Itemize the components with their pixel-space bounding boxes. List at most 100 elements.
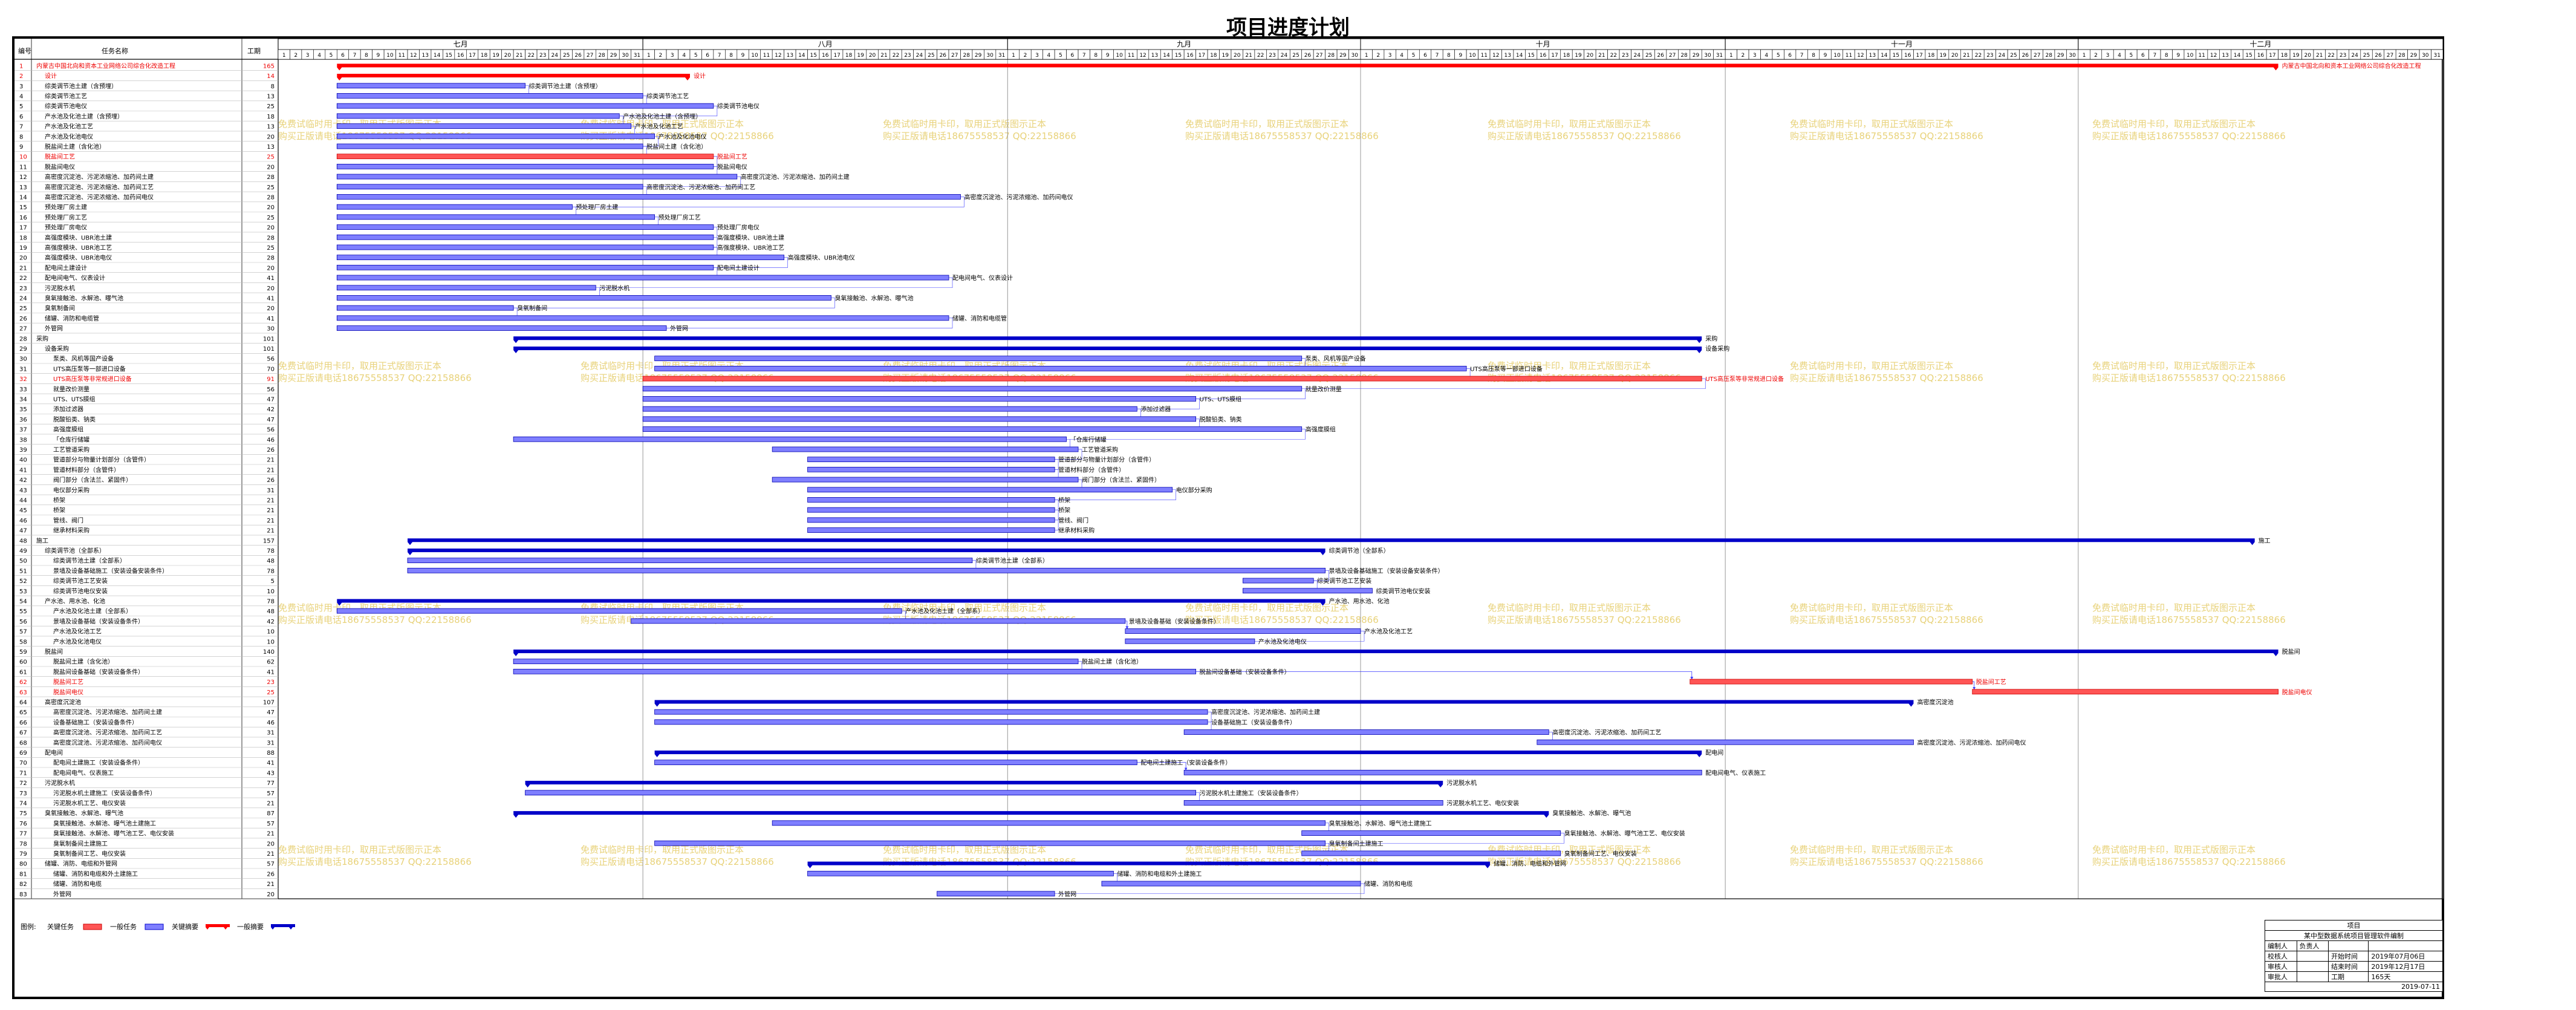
task-id: 55 (19, 608, 27, 615)
task-duration: 20 (267, 225, 275, 232)
day-label: 14 (1516, 53, 1523, 59)
task-duration: 20 (267, 164, 275, 171)
task-bar (642, 376, 1702, 382)
day-label: 7 (353, 53, 357, 59)
task-name: 继承材料采购 (53, 527, 89, 535)
day-label: 5 (330, 53, 333, 59)
task-bar (642, 396, 1197, 402)
task-bar (642, 426, 1303, 432)
day-label: 9 (377, 53, 380, 59)
day-label: 7 (2153, 53, 2156, 59)
task-duration: 41 (267, 316, 275, 322)
bar-label: 阀门部分（含法兰、紧固件） (1082, 476, 1160, 484)
task-name: 臭氧接触池、水解池、曝气池 (45, 294, 123, 302)
day-label: 12 (1139, 53, 1146, 59)
bar-label: 高密度沉淀池、污泥浓缩池、加药间土建 (1211, 708, 1320, 716)
task-name: 脱盐间 (45, 648, 63, 656)
day-label: 20 (1587, 53, 1594, 59)
task-duration: 5 (271, 578, 275, 585)
bar-label: 设备基础施工（安装设备条件） (1211, 718, 1296, 726)
watermark-text: 免费试临时用卡印，取用正式版图示正本 (2092, 119, 2256, 129)
task-bar (1101, 881, 1361, 887)
bar-label: 脱盐间工艺 (1976, 678, 2006, 686)
task-duration: 47 (267, 417, 275, 423)
day-label: 20 (1951, 53, 1959, 59)
task-duration: 101 (263, 336, 275, 342)
day-label: 14 (1163, 53, 1170, 59)
task-id: 50 (19, 558, 27, 565)
task-name: 综类调节池电仪 (45, 102, 87, 110)
task-bar (807, 517, 1055, 523)
task-name: 产水池及化池工艺 (53, 628, 102, 636)
task-duration: 140 (263, 649, 275, 656)
day-label: 25 (1645, 53, 1652, 59)
bar-label: 污泥脱水机工艺、电仪安装 (1446, 799, 1519, 807)
day-label: 30 (1704, 53, 1711, 59)
day-label: 29 (1693, 53, 1700, 59)
day-label: 28 (1680, 53, 1688, 59)
day-label: 21 (1245, 53, 1252, 59)
legend-critical-task-swatch (83, 924, 102, 930)
task-name: 脱盐间电仪 (53, 688, 83, 696)
task-bar (1537, 739, 1914, 745)
day-label: 28 (2398, 53, 2405, 59)
task-name: 就量改价测量 (53, 385, 89, 393)
task-name: 高密度沉淀池、污泥浓缩池、加药间土建 (45, 173, 154, 181)
day-label: 4 (1047, 53, 1051, 59)
bar-label: 脱盐间土建（含化池） (1082, 658, 1142, 666)
header-dur: 工期 (247, 47, 261, 55)
title-block-cell: 负责人 (2296, 940, 2329, 951)
task-bar (336, 93, 643, 99)
task-name: 设计 (45, 72, 57, 80)
day-label: 10 (1116, 53, 1123, 59)
task-bar (772, 820, 1326, 826)
bar-label: 外管网 (1058, 890, 1076, 898)
day-label: 27 (2387, 53, 2393, 59)
task-bar (336, 244, 714, 250)
summary-bar (408, 548, 1325, 555)
bar-label: UTS高压泵等一部进口设备 (1470, 365, 1543, 373)
task-name: 添加过滤器 (53, 405, 83, 413)
day-label: 13 (421, 53, 428, 59)
task-bar (1183, 769, 1702, 775)
watermark-text: 购买正版请电话18675558537 QQ:22158866 (581, 856, 774, 867)
task-name: 臭氧接触池、水解池、曝气池土建施工 (53, 819, 156, 827)
title-block-cell (2296, 951, 2329, 962)
bar-label: 管道部分与物量计划部分（含管件） (1058, 456, 1155, 464)
task-duration: 21 (267, 467, 275, 474)
bar-label: 外管网 (670, 325, 688, 333)
day-label: 11 (763, 53, 770, 59)
day-label: 14 (798, 53, 805, 59)
bar-label: 产水池及化池电仪 (659, 132, 707, 140)
day-label: 31 (1716, 53, 1723, 59)
bar-label: 臭氧接触池、水解池、曝气池 (834, 294, 913, 302)
task-bar (336, 154, 714, 160)
bar-label: 高密度沉淀池、污泥浓缩池、加药间电仪 (1917, 738, 2026, 746)
task-duration: 48 (267, 608, 275, 615)
task-name: 配电间 (45, 749, 63, 757)
task-name: 管线、阀门 (53, 516, 83, 524)
bar-label: 「仓库行储罐 (1070, 435, 1107, 443)
task-duration: 21 (267, 851, 275, 858)
day-label: 4 (2118, 53, 2121, 59)
month-label: 十月 (1536, 40, 1550, 48)
month-label: 十二月 (2249, 40, 2271, 48)
day-label: 29 (1339, 53, 1347, 59)
bar-label: 桥架 (1058, 507, 1070, 514)
task-id: 41 (19, 467, 27, 474)
task-name: 储罐、消防和电缆管 (45, 314, 99, 322)
bar-label: 脱盐间设备基础（安装设备条件） (1200, 668, 1290, 676)
task-id: 51 (19, 568, 27, 575)
task-bar (807, 457, 1055, 463)
task-name: 预处理厂房土建 (45, 203, 87, 211)
summary-bar (408, 538, 2255, 546)
task-bar (513, 436, 1067, 442)
watermark-text: 购买正版请电话18675558537 QQ:22158866 (1185, 131, 1379, 142)
day-label: 24 (2351, 53, 2358, 59)
task-name: 产水池及化池土建（全部系） (53, 607, 132, 615)
day-label: 10 (1833, 53, 1841, 59)
bar-label: 综类调节池电仪安装 (1376, 587, 1430, 595)
bar-label: 综类调节池电仪 (717, 102, 759, 110)
task-bar (336, 143, 643, 149)
task-id: 27 (19, 326, 27, 333)
